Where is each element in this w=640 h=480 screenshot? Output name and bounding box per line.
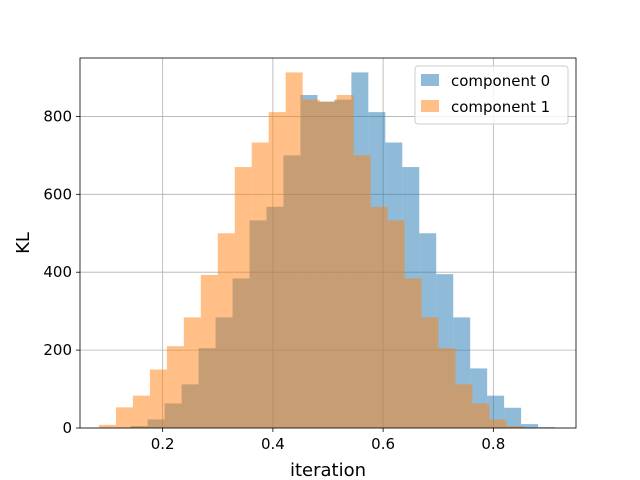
x-tick-label: 0.4: [261, 435, 285, 453]
legend: component 0 component 1: [414, 65, 569, 125]
histogram-bar: [404, 278, 422, 428]
y-tick-label: 600: [43, 185, 72, 203]
histogram-bar: [115, 407, 133, 428]
plot-frame: [79, 57, 577, 429]
legend-swatch-component-0: [421, 74, 439, 86]
histogram-bar: [387, 220, 405, 428]
histogram-bar: [438, 348, 456, 428]
y-tick-label: 400: [43, 263, 72, 281]
y-tick-label: 200: [43, 341, 72, 359]
histogram-bar: [251, 142, 269, 428]
histogram-bar: [521, 424, 539, 428]
y-axis-label: KL: [13, 232, 34, 254]
histogram-bar: [472, 403, 490, 428]
histogram-bar: [302, 99, 320, 429]
histogram-bar: [183, 317, 201, 428]
y-tick-label: 0: [62, 419, 72, 437]
histogram-bar: [504, 407, 522, 428]
histogram-bar: [268, 112, 286, 428]
histogram-bar: [200, 274, 218, 428]
legend-label-component-0: component 0: [451, 72, 550, 90]
legend-swatch-component-1: [421, 100, 439, 112]
x-tick-label: 0.8: [481, 435, 505, 453]
histogram-bar: [353, 155, 371, 429]
histogram-bar: [370, 206, 388, 428]
histogram-bar: [489, 419, 507, 428]
x-tick-label: 0.6: [371, 435, 395, 453]
histogram-bar: [149, 369, 167, 428]
x-axis-label: iteration: [290, 460, 366, 480]
histogram-bar: [421, 317, 439, 428]
histogram-bar: [234, 167, 252, 429]
legend-label-component-1: component 1: [451, 98, 550, 116]
histogram-bar: [98, 424, 116, 428]
series-1-bars: [98, 72, 524, 429]
axis-ticks: 0.2 0.4 0.6 0.8 0 200 400 600 800: [43, 107, 505, 453]
histogram-bar: [132, 395, 150, 428]
histogram-bars: [98, 72, 556, 429]
histogram-bar: [285, 72, 303, 429]
histogram-bar: [336, 95, 354, 428]
x-tick-label: 0.2: [151, 435, 175, 453]
histogram-bar: [506, 426, 524, 428]
y-tick-label: 800: [43, 107, 72, 125]
histogram-bar: [455, 384, 473, 428]
histogram-bar: [319, 101, 337, 428]
histogram-bar: [217, 233, 235, 428]
histogram-bar: [166, 346, 184, 428]
legend-box: [414, 65, 569, 125]
